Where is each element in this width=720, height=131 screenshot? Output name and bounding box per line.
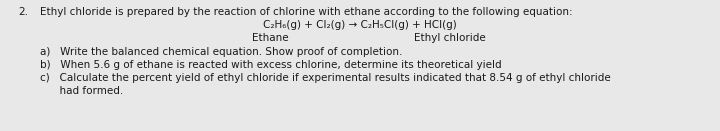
Text: 2.: 2. [18, 7, 28, 17]
Text: Ethyl chloride: Ethyl chloride [414, 33, 486, 43]
Text: had formed.: had formed. [40, 86, 123, 96]
Text: Ethane: Ethane [252, 33, 288, 43]
Text: b)   When 5.6 g of ethane is reacted with excess chlorine, determine its theoret: b) When 5.6 g of ethane is reacted with … [40, 60, 502, 70]
Text: c)   Calculate the percent yield of ethyl chloride if experimental results indic: c) Calculate the percent yield of ethyl … [40, 73, 611, 83]
Text: Ethyl chloride is prepared by the reaction of chlorine with ethane according to : Ethyl chloride is prepared by the reacti… [40, 7, 572, 17]
Text: C₂H₆(g) + Cl₂(g) → C₂H₅Cl(g) + HCl(g): C₂H₆(g) + Cl₂(g) → C₂H₅Cl(g) + HCl(g) [263, 20, 457, 30]
Text: a)   Write the balanced chemical equation. Show proof of completion.: a) Write the balanced chemical equation.… [40, 47, 402, 57]
